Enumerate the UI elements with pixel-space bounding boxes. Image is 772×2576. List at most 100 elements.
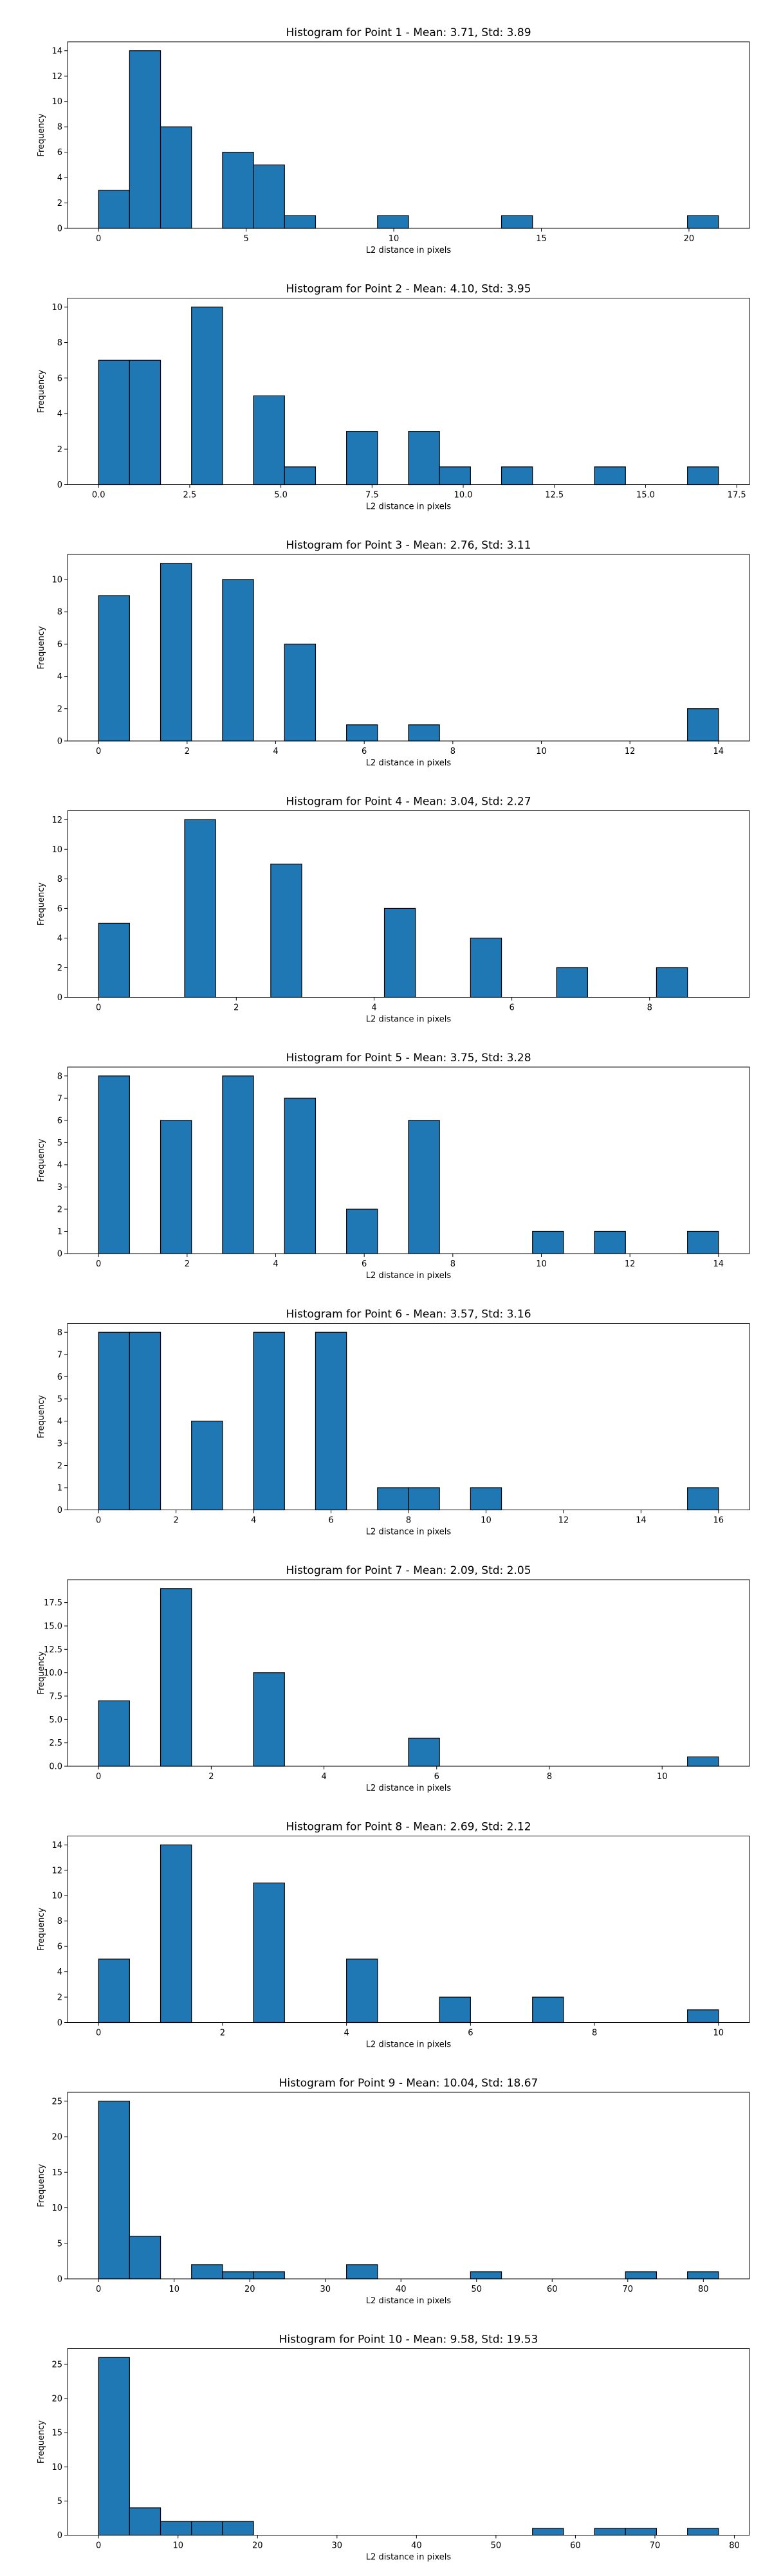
x-tick-label: 8 bbox=[450, 747, 455, 756]
histogram-bar bbox=[408, 1737, 440, 1767]
histogram-bar bbox=[253, 2271, 285, 2279]
histogram-bar bbox=[191, 306, 223, 486]
histogram-bar bbox=[687, 466, 719, 486]
histogram-bar bbox=[687, 1756, 719, 1767]
x-tick-label: 6 bbox=[434, 1772, 439, 1782]
x-tick-label: 0 bbox=[96, 1516, 101, 1526]
x-tick-label: 0 bbox=[96, 1772, 101, 1782]
y-tick-label: 4 bbox=[57, 934, 62, 944]
chart-title: Histogram for Point 9 - Mean: 10.04, Std… bbox=[279, 2077, 538, 2090]
x-tick-label: 10 bbox=[657, 1772, 668, 1782]
histogram-panel: Histogram for Point 7 - Mean: 2.09, Std:… bbox=[37, 1564, 750, 1793]
x-axis-label: L2 distance in pixels bbox=[366, 1271, 452, 1281]
histogram-bar bbox=[594, 2528, 626, 2536]
histogram-panel: Histogram for Point 9 - Mean: 10.04, Std… bbox=[37, 2077, 750, 2306]
histogram-bar bbox=[160, 563, 192, 742]
y-tick-label: 0.0 bbox=[49, 1762, 62, 1772]
x-axis-label: L2 distance in pixels bbox=[366, 2040, 452, 2050]
x-tick-label: 60 bbox=[570, 2541, 581, 2551]
y-tick-label: 12.5 bbox=[44, 1645, 62, 1655]
histogram-bar bbox=[470, 2271, 502, 2279]
y-tick-label: 10 bbox=[51, 2204, 62, 2213]
x-tick-label: 6 bbox=[509, 1003, 514, 1013]
x-tick-label: 5.0 bbox=[274, 491, 288, 500]
histogram-bar bbox=[98, 2101, 130, 2279]
plot-frame bbox=[67, 1066, 750, 1254]
y-tick-label: 0 bbox=[57, 2531, 62, 2541]
histogram-panel: Histogram for Point 4 - Mean: 3.04, Std:… bbox=[37, 796, 750, 1025]
y-axis-label: Frequency bbox=[37, 2420, 46, 2463]
histogram-bar bbox=[253, 1331, 285, 1511]
x-tick-label: 4 bbox=[321, 1772, 326, 1782]
x-tick-label: 12 bbox=[625, 1259, 636, 1269]
histogram-bar bbox=[377, 215, 409, 229]
histogram-bar bbox=[687, 2528, 719, 2536]
histogram-bar bbox=[532, 1996, 564, 2023]
histogram-bar bbox=[129, 50, 161, 229]
x-tick-label: 40 bbox=[411, 2541, 422, 2551]
y-tick-label: 2 bbox=[57, 704, 62, 714]
x-tick-label: 2 bbox=[220, 2029, 225, 2038]
x-tick-label: 10.0 bbox=[454, 491, 473, 500]
x-tick-label: 2 bbox=[234, 1003, 239, 1013]
y-tick-label: 10 bbox=[51, 845, 62, 855]
y-tick-label: 2 bbox=[57, 445, 62, 455]
x-tick-label: 4 bbox=[344, 2029, 349, 2038]
y-tick-label: 1 bbox=[57, 1227, 62, 1237]
x-tick-label: 0 bbox=[96, 747, 101, 756]
chart-title: Histogram for Point 1 - Mean: 3.71, Std:… bbox=[286, 26, 531, 39]
x-tick-label: 4 bbox=[251, 1516, 256, 1526]
histogram-bar bbox=[315, 1331, 347, 1511]
histogram-bar bbox=[346, 724, 378, 742]
y-tick-label: 5 bbox=[57, 2497, 62, 2507]
y-tick-label: 7.5 bbox=[49, 1692, 62, 1701]
y-tick-label: 4 bbox=[57, 1160, 62, 1170]
histogram-panel: Histogram for Point 1 - Mean: 3.71, Std:… bbox=[37, 26, 750, 255]
x-tick-label: 4 bbox=[273, 1259, 278, 1269]
x-tick-label: 20 bbox=[684, 234, 695, 244]
histogram-bar bbox=[470, 1487, 502, 1511]
histogram-panel: Histogram for Point 3 - Mean: 2.76, Std:… bbox=[37, 539, 750, 768]
x-tick-label: 8 bbox=[547, 1772, 552, 1782]
x-tick-label: 8 bbox=[592, 2029, 597, 2038]
histogram-bar bbox=[625, 2528, 657, 2536]
y-tick-label: 0 bbox=[57, 2018, 62, 2028]
histogram-bar bbox=[160, 126, 192, 229]
histogram-bar bbox=[253, 1882, 285, 2023]
x-tick-label: 7.5 bbox=[365, 491, 379, 500]
y-tick-label: 15.0 bbox=[44, 1621, 62, 1631]
histogram-bar bbox=[656, 967, 688, 998]
histogram-bar bbox=[439, 1996, 471, 2023]
chart-title: Histogram for Point 7 - Mean: 2.09, Std:… bbox=[286, 1564, 531, 1577]
y-tick-label: 7 bbox=[57, 1094, 62, 1104]
plot-frame bbox=[67, 2092, 750, 2279]
y-tick-label: 2 bbox=[57, 1993, 62, 2003]
histogram-bar bbox=[184, 819, 216, 998]
histogram-panel: Histogram for Point 2 - Mean: 4.10, Std:… bbox=[37, 283, 750, 512]
y-axis-label: Frequency bbox=[37, 1138, 46, 1182]
y-tick-label: 2 bbox=[57, 1205, 62, 1214]
x-tick-label: 80 bbox=[698, 2285, 709, 2294]
y-tick-label: 8 bbox=[57, 1917, 62, 1926]
histogram-bar bbox=[191, 2521, 223, 2536]
plot-frame bbox=[67, 1836, 750, 2023]
y-tick-label: 0 bbox=[57, 2275, 62, 2285]
plot-frame bbox=[67, 810, 750, 998]
x-tick-label: 8 bbox=[450, 1259, 455, 1269]
histogram-bar bbox=[687, 708, 719, 742]
x-tick-label: 0 bbox=[96, 1259, 101, 1269]
x-tick-label: 15.0 bbox=[636, 491, 655, 500]
y-tick-label: 8 bbox=[57, 123, 62, 132]
x-tick-label: 30 bbox=[332, 2541, 343, 2551]
histogram-bar bbox=[501, 215, 533, 229]
x-tick-label: 70 bbox=[650, 2541, 661, 2551]
x-tick-label: 14 bbox=[713, 1259, 724, 1269]
histogram-bar bbox=[532, 2528, 564, 2536]
y-tick-label: 12 bbox=[51, 72, 62, 82]
y-tick-label: 20 bbox=[51, 2395, 62, 2404]
y-tick-label: 2 bbox=[57, 1461, 62, 1471]
y-tick-label: 10 bbox=[51, 303, 62, 313]
histogram-bar bbox=[687, 2271, 719, 2279]
x-axis-label: L2 distance in pixels bbox=[366, 2296, 452, 2306]
x-tick-label: 50 bbox=[491, 2541, 502, 2551]
